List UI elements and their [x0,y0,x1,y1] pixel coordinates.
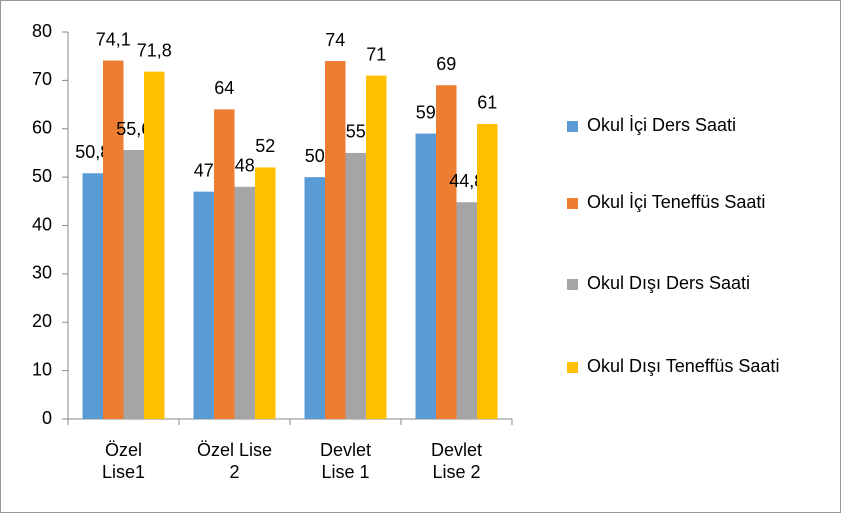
data-label: 55,6 [116,119,151,139]
data-label: 48 [235,156,255,176]
y-tick-label: 60 [32,118,52,138]
x-tick-label: Devlet Lise 1 [319,440,372,482]
legend-label: Okul Dışı Ders Saati [587,273,751,293]
legend-label: Okul Dışı Teneffüs Saati [587,356,780,376]
data-label: 52 [255,136,275,156]
legend-swatch [567,279,578,290]
x-tick-label: Özel Lise1 [101,440,146,482]
bar [103,60,124,419]
bar [436,85,457,420]
legend-label: Okul İçi Ders Saati [587,115,737,135]
data-label: 61 [477,93,497,113]
y-tick-label: 40 [32,214,52,234]
y-tick-label: 50 [32,166,52,186]
bar [415,133,436,419]
data-label: 74,1 [96,29,131,49]
y-tick-label: 0 [42,408,52,428]
bar [366,75,387,419]
data-label: 71,8 [137,40,172,60]
legend-swatch [567,362,578,373]
bar [345,152,366,419]
legend-swatch [567,121,578,132]
legend-label: Okul İçi Teneffüs Saati [587,192,766,212]
bar [214,109,235,420]
y-tick-label: 20 [32,311,52,331]
y-tick-label: 10 [32,359,52,379]
data-label: 71 [366,44,386,64]
bar [193,191,214,419]
data-label: 64 [214,78,234,98]
bar [477,123,498,419]
legend-swatch [567,198,578,209]
bar [456,202,477,419]
data-label: 50,8 [75,142,110,162]
data-label: 59 [416,102,436,122]
bar [123,150,144,419]
data-label: 47 [194,160,214,180]
data-label: 44,8 [449,171,484,191]
y-tick-label: 80 [32,21,52,41]
bar [255,167,276,419]
x-tick-label: Devlet Lise 2 [430,440,483,482]
bar [304,177,325,419]
bar [234,186,255,419]
bar [82,173,103,419]
data-label: 50 [305,146,325,166]
bar [325,61,346,420]
data-label: 55 [346,122,366,142]
data-label: 69 [436,54,456,74]
data-label: 74 [325,30,345,50]
y-tick-label: 30 [32,263,52,283]
y-tick-label: 70 [32,69,52,89]
x-tick-label: Özel Lise 2 [196,440,273,482]
bar [144,71,165,419]
